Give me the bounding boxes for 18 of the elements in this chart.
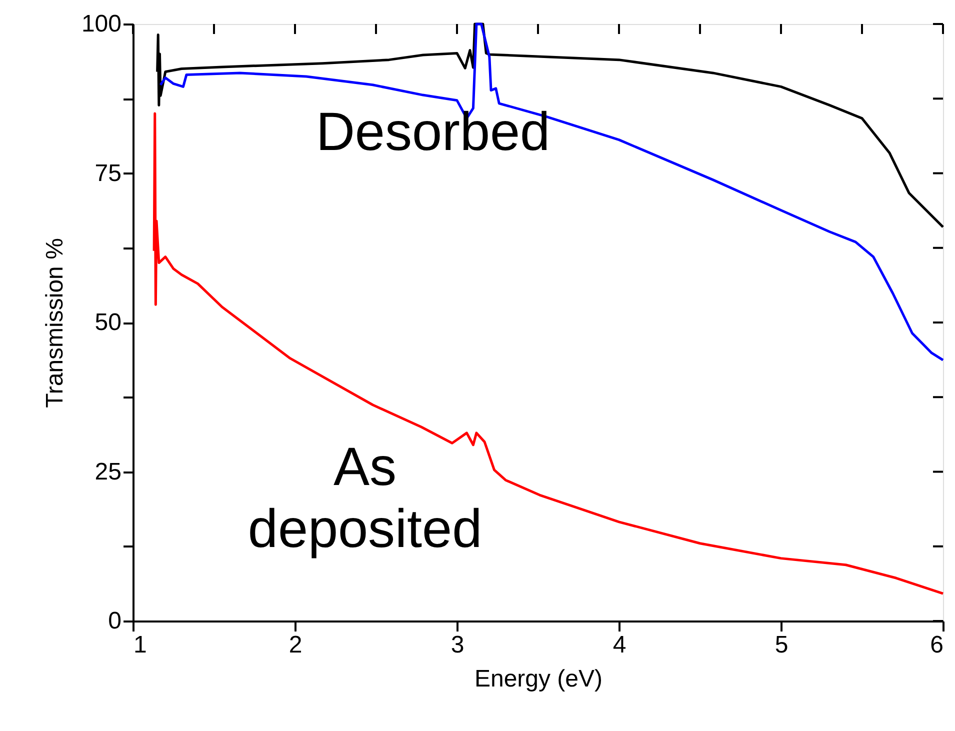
line-series bbox=[152, 112, 944, 595]
y-axis-title: Transmission % bbox=[41, 238, 68, 408]
x-tick-label: 2 bbox=[288, 632, 302, 658]
y-tick-label: 0 bbox=[108, 608, 122, 634]
y-tick-label: 25 bbox=[94, 458, 122, 486]
x-tick-label: 5 bbox=[774, 632, 788, 658]
y-tick-label: 75 bbox=[94, 160, 122, 187]
x-tick-label: 6 bbox=[930, 632, 944, 658]
annotation: Desorbed bbox=[316, 102, 550, 162]
y-tick-label: 50 bbox=[94, 309, 122, 336]
annotation: As deposited bbox=[248, 437, 482, 559]
x-tick-label: 1 bbox=[134, 632, 147, 658]
x-tick-label: 4 bbox=[612, 632, 626, 658]
x-tick-label: 3 bbox=[450, 632, 464, 658]
line-series bbox=[156, 22, 944, 228]
line-series bbox=[159, 22, 944, 362]
x-axis-title: Energy (eV) bbox=[474, 666, 603, 692]
y-tick-label: 100 bbox=[81, 10, 122, 38]
